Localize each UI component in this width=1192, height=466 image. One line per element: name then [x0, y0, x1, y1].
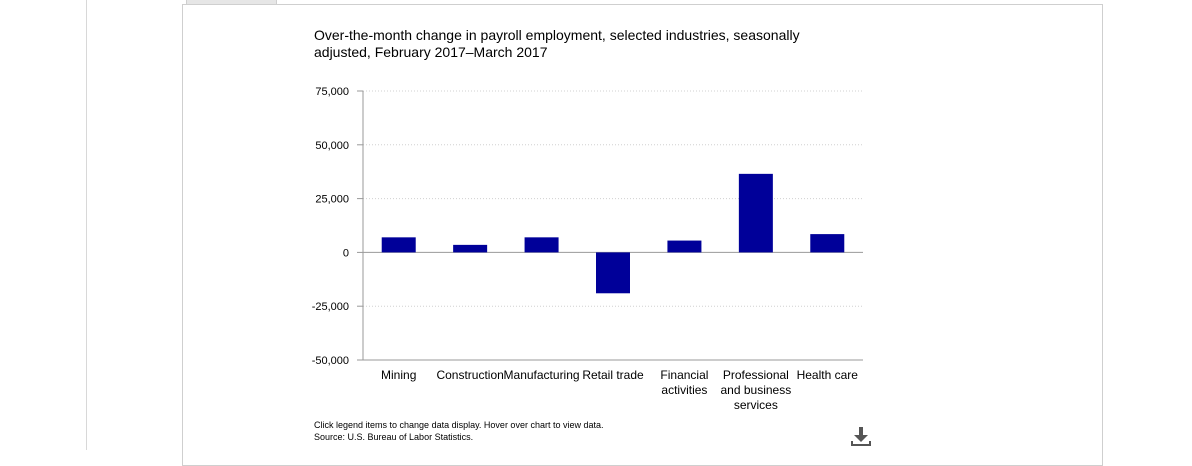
x-category-label: Manufacturing	[503, 368, 580, 382]
bar[interactable]	[453, 244, 488, 253]
x-category-label: Construction	[436, 368, 504, 382]
y-tick-label: 75,000	[315, 86, 349, 98]
x-category-label: Health care	[796, 368, 858, 382]
x-category-label: Retail trade	[582, 368, 644, 382]
x-category-label: Financial activities	[660, 368, 709, 397]
bar-chart[interactable]: 75,000 50,000 25,000 0 -25,000 -50,000	[0, 0, 1192, 450]
y-tick-label: 0	[343, 247, 349, 259]
y-tick-label: 50,000	[315, 140, 349, 152]
y-tick-label: -25,000	[312, 301, 349, 313]
page-left-rule	[86, 0, 87, 450]
chart-footnote: Click legend items to change data displa…	[314, 419, 603, 443]
bar[interactable]	[596, 252, 630, 294]
download-button[interactable]	[849, 425, 873, 447]
panel-tab[interactable]	[186, 0, 277, 5]
footnote-instructions: Click legend items to change data displa…	[314, 420, 604, 430]
x-category-label: Mining	[381, 368, 417, 382]
footnote-source: Source: U.S. Bureau of Labor Statistics.	[314, 432, 474, 442]
bar[interactable]	[667, 240, 702, 253]
bar[interactable]	[524, 237, 559, 253]
download-icon	[851, 427, 871, 446]
bar[interactable]	[810, 234, 845, 253]
bar[interactable]	[738, 173, 773, 253]
bar[interactable]	[381, 237, 416, 253]
chart-panel	[182, 4, 1103, 466]
y-tick-label: 25,000	[315, 194, 349, 206]
chart-title: Over-the-month change in payroll employm…	[314, 27, 800, 60]
y-tick-label: -50,000	[312, 355, 349, 367]
x-category-label: Professional and business services	[720, 368, 792, 412]
